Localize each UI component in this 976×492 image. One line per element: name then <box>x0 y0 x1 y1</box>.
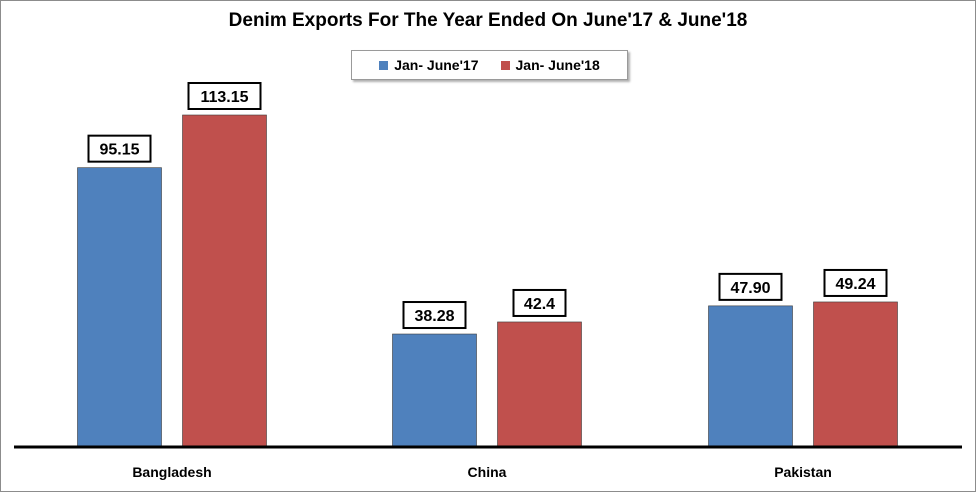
legend-label-series-1: Jan- June'17 <box>394 57 479 73</box>
x-tick-label-china: China <box>468 464 507 480</box>
legend-item-series-1: Jan- June'17 <box>379 57 479 73</box>
data-label-box-china-series-2 <box>512 288 567 317</box>
chart-legend: Jan- June'17 Jan- June'18 <box>351 50 628 80</box>
data-label-pakistan-series-2: 49.24 <box>835 276 875 293</box>
x-tick-label-bangladesh: Bangladesh <box>132 464 211 480</box>
data-label-box-bangladesh-series-1 <box>87 134 152 163</box>
data-label-bangladesh-series-1: 95.15 <box>99 142 139 159</box>
data-label-box-bangladesh-series-2 <box>187 82 262 110</box>
legend-swatch-series-1 <box>379 60 389 70</box>
bar-pakistan-series-2 <box>813 301 898 447</box>
legend-swatch-series-2 <box>500 60 510 70</box>
bar-bangladesh-series-1 <box>77 167 162 447</box>
bar-china-series-1 <box>392 333 477 447</box>
bar-pakistan-series-1 <box>708 305 793 447</box>
data-label-box-pakistan-series-1 <box>718 272 783 301</box>
legend-label-series-2: Jan- June'18 <box>515 57 600 73</box>
data-label-pakistan-series-1: 47.90 <box>730 280 770 297</box>
legend-item-series-2: Jan- June'18 <box>500 57 600 73</box>
bar-china-series-2 <box>497 321 582 447</box>
data-label-box-pakistan-series-2 <box>823 268 888 297</box>
bar-bangladesh-series-2 <box>182 114 267 447</box>
data-label-bangladesh-series-2: 113.15 <box>200 89 248 106</box>
x-tick-label-pakistan: Pakistan <box>774 464 832 480</box>
data-label-china-series-2: 42.4 <box>524 296 555 313</box>
data-label-box-china-series-1 <box>402 301 467 330</box>
chart-title: Denim Exports For The Year Ended On June… <box>228 10 748 31</box>
data-label-china-series-1: 38.28 <box>414 308 454 325</box>
